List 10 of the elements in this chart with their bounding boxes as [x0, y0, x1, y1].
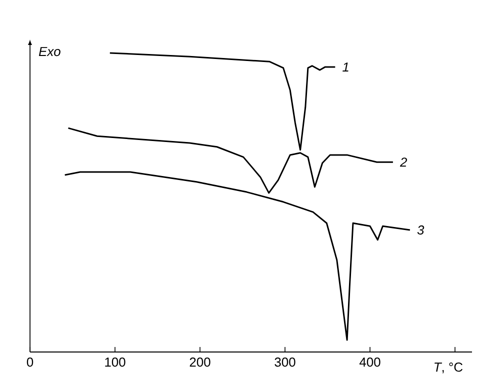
x-tick-label: 200 — [190, 358, 210, 367]
x-tick-label: 0 — [26, 358, 34, 367]
series-label: 2 — [400, 158, 408, 167]
x-tick-label: 400 — [359, 358, 380, 367]
x-tick-label: 100 — [105, 358, 126, 367]
series-label: 1 — [342, 62, 348, 72]
y-axis-title: Exo — [38, 47, 60, 56]
x-axis-title: T, °C — [434, 362, 463, 374]
x-tick-label: 300 — [274, 358, 296, 367]
series-label: 3 — [417, 225, 424, 235]
